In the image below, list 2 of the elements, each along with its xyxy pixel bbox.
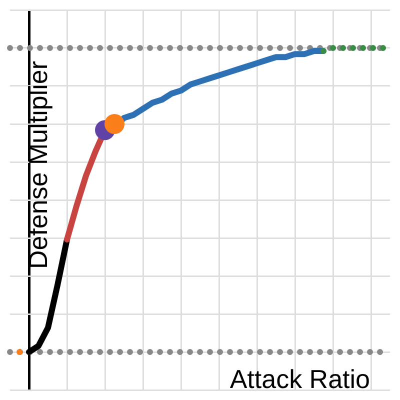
x-axis-title: Attack Ratio: [230, 364, 370, 394]
y-axis-title: Defense Multiplier: [23, 60, 53, 270]
